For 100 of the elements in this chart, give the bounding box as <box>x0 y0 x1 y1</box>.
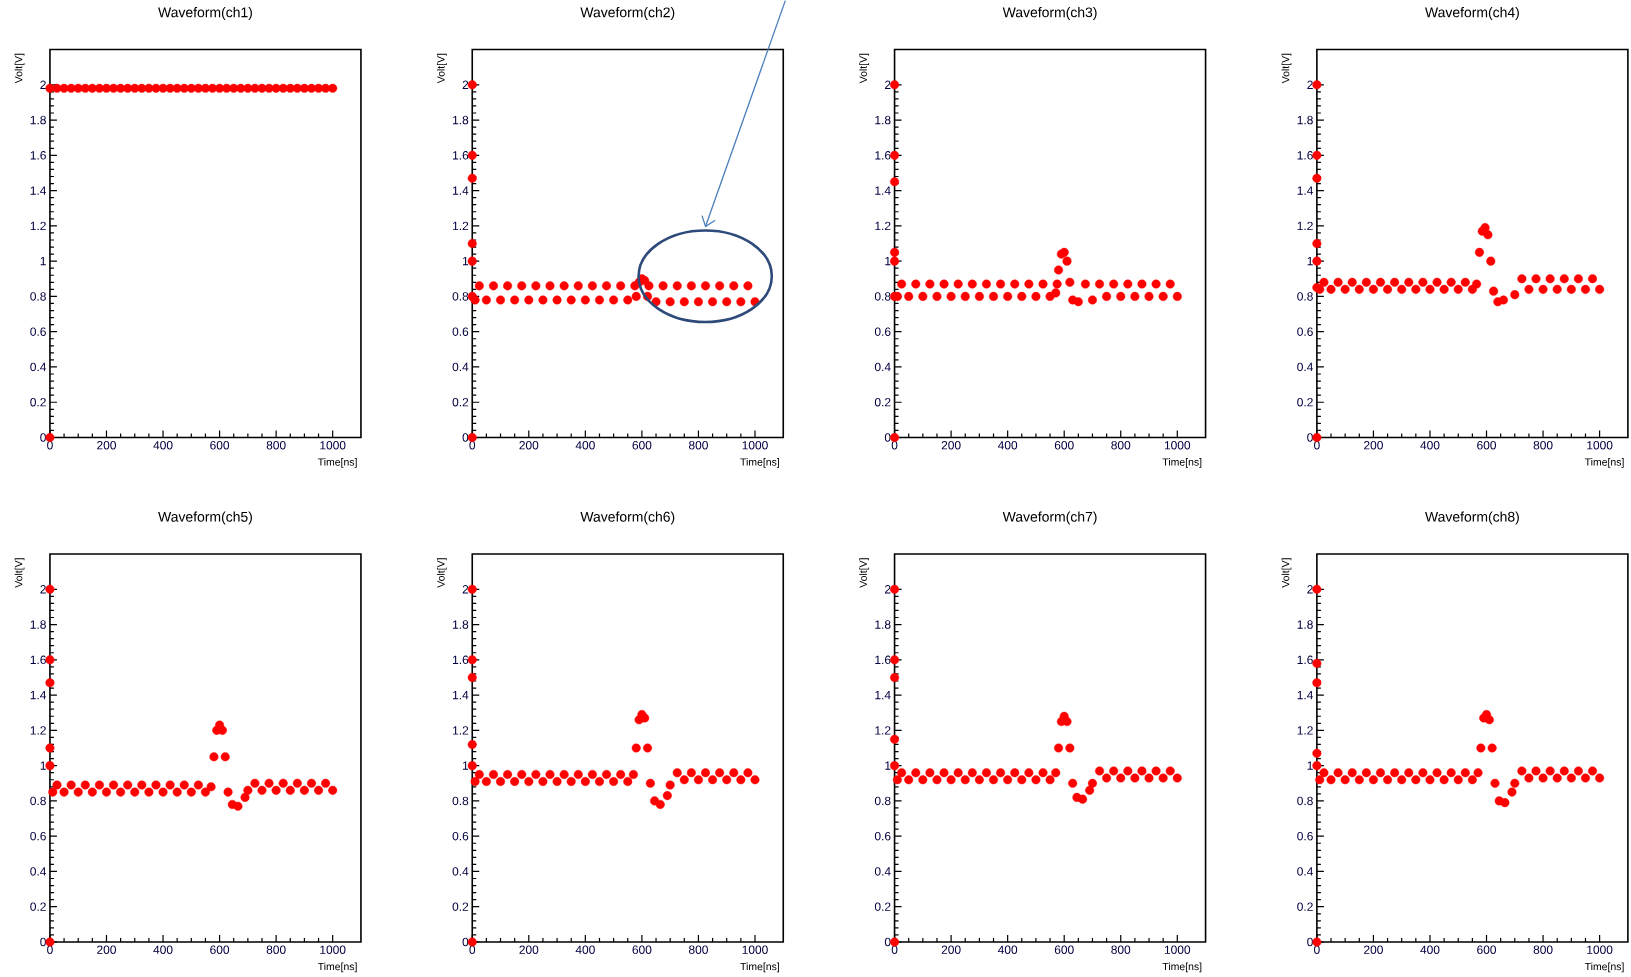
y-tick-label: 0.6 <box>874 327 891 337</box>
y-tick-label: 1.6 <box>453 655 469 665</box>
y-tick-label: 1.6 <box>30 655 46 665</box>
x-tick-label: 400 <box>1420 945 1440 955</box>
y-tick-label: 1 <box>1307 761 1313 770</box>
y-tick-label: 1.6 <box>875 655 891 665</box>
y-tick-label: 1.6 <box>1297 655 1313 665</box>
chart-title: Waveform(ch8) <box>1425 511 1519 525</box>
x-tick-label: 600 <box>1477 945 1497 955</box>
x-tick-label: 600 <box>632 441 652 450</box>
x-tick-label: 1000 <box>1587 441 1613 450</box>
y-tick-label: 1.4 <box>1297 186 1314 195</box>
y-tick-label: 0.6 <box>30 832 46 841</box>
x-tick-label: 400 <box>997 945 1018 955</box>
y-tick-label: 0.6 <box>874 832 891 841</box>
y-tick-label: 0.2 <box>30 902 46 912</box>
x-axis-title: Time[ns] <box>317 458 357 468</box>
x-tick-label: 800 <box>1533 441 1553 450</box>
y-tick-label: 1.2 <box>1297 726 1313 735</box>
y-tick-label: 0 <box>884 937 891 947</box>
y-tick-label: 2 <box>1307 80 1313 90</box>
x-tick-label: 1000 <box>1587 945 1613 955</box>
y-tick-label: 1.2 <box>1297 221 1313 231</box>
y-tick-label: 2 <box>462 80 469 90</box>
y-tick-label: 0.8 <box>874 796 891 806</box>
x-tick-label: 400 <box>153 441 173 450</box>
x-tick-label: 200 <box>941 945 961 955</box>
y-tick-label: 0.4 <box>1297 867 1314 876</box>
x-tick-label: 0 <box>469 441 476 450</box>
y-tick-label: 0.4 <box>874 362 891 372</box>
y-tick-label: 2 <box>884 80 891 90</box>
y-tick-label: 2 <box>884 585 891 594</box>
y-axis-title: Volt[V] <box>859 558 870 588</box>
x-tick-label: 400 <box>153 945 173 955</box>
x-tick-label: 600 <box>632 945 652 955</box>
x-tick-label: 400 <box>997 441 1018 450</box>
y-tick-label: 0.2 <box>452 398 469 407</box>
x-tick-label: 200 <box>97 441 116 450</box>
y-tick-label: 2 <box>40 585 46 594</box>
x-tick-label: 800 <box>1533 945 1553 955</box>
x-tick-label: 0 <box>1314 441 1320 450</box>
y-tick-label: 1.6 <box>875 151 891 160</box>
x-tick-label: 600 <box>1477 441 1497 450</box>
y-tick-label: 1 <box>885 761 891 770</box>
x-axis-title: Time[ns] <box>1584 962 1624 973</box>
y-tick-label: 1 <box>1307 257 1313 266</box>
y-tick-label: 0.6 <box>30 327 46 337</box>
y-tick-label: 1.8 <box>1297 116 1313 125</box>
y-tick-label: 0.8 <box>30 796 46 806</box>
y-tick-label: 1.8 <box>30 116 46 125</box>
y-tick-label: 2 <box>40 80 46 90</box>
y-tick-label: 0.6 <box>1297 327 1313 337</box>
x-tick-label: 800 <box>688 441 708 450</box>
y-axis-title: Volt[V] <box>1281 53 1292 84</box>
y-tick-label: 0.8 <box>452 292 469 301</box>
x-tick-label: 0 <box>47 441 53 450</box>
y-tick-label: 0.2 <box>30 398 46 407</box>
x-tick-label: 0 <box>891 441 898 450</box>
y-tick-label: 1.4 <box>30 186 47 195</box>
y-tick-label: 0.2 <box>1297 902 1313 912</box>
y-tick-label: 0 <box>40 937 46 947</box>
y-tick-label: 1.8 <box>1297 620 1313 629</box>
x-tick-label: 200 <box>519 441 539 450</box>
x-tick-label: 1000 <box>742 945 768 955</box>
y-tick-label: 0.4 <box>874 867 891 876</box>
y-tick-label: 0 <box>462 937 469 947</box>
y-tick-label: 0.2 <box>874 902 891 912</box>
y-tick-label: 0.2 <box>452 902 469 912</box>
y-tick-label: 0.8 <box>1297 796 1313 806</box>
x-tick-label: 1000 <box>742 441 768 450</box>
chart-title: Waveform(ch6) <box>580 511 675 525</box>
y-tick-label: 1.4 <box>453 691 469 700</box>
y-axis-title: Volt[V] <box>436 558 447 588</box>
chart-title: Waveform(ch3) <box>1002 7 1097 21</box>
y-tick-label: 1.8 <box>875 620 891 629</box>
chart-title: Waveform(ch5) <box>158 511 252 525</box>
y-tick-label: 1.2 <box>30 221 46 231</box>
y-tick-label: 1.2 <box>875 726 891 735</box>
chart-title: Waveform(ch7) <box>1002 511 1097 525</box>
y-axis-title: Volt[V] <box>436 53 447 84</box>
x-tick-label: 200 <box>519 945 539 955</box>
x-tick-label: 200 <box>97 945 116 955</box>
y-axis-title: Volt[V] <box>859 53 870 84</box>
y-tick-label: 0.4 <box>30 362 47 372</box>
y-tick-label: 0.2 <box>1297 398 1313 407</box>
chart-title: Waveform(ch1) <box>158 7 252 21</box>
y-tick-label: 1.2 <box>453 221 469 231</box>
y-tick-label: 1 <box>462 761 469 770</box>
x-axis-title: Time[ns] <box>740 962 779 973</box>
x-tick-label: 200 <box>1364 945 1383 955</box>
y-tick-label: 1.4 <box>875 691 891 700</box>
x-tick-label: 600 <box>210 945 230 955</box>
x-axis-title: Time[ns] <box>1162 458 1202 468</box>
y-axis-title: Volt[V] <box>14 558 25 588</box>
x-tick-label: 800 <box>266 441 286 450</box>
x-axis-title: Time[ns] <box>740 458 779 468</box>
x-tick-label: 800 <box>1111 945 1131 955</box>
y-tick-label: 1 <box>462 257 469 266</box>
y-tick-label: 1.8 <box>453 620 469 629</box>
y-tick-label: 1.4 <box>875 186 891 195</box>
